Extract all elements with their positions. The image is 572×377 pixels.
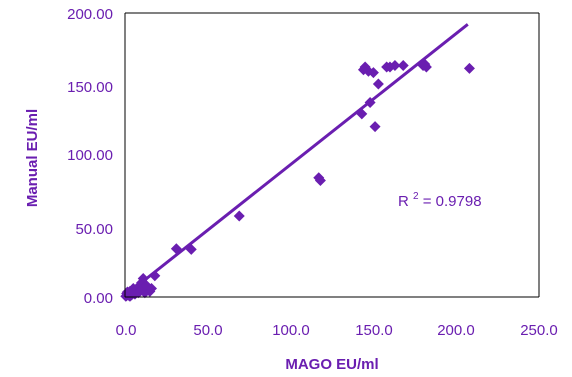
data-point <box>233 210 245 222</box>
r-squared-annotation: R 2 = 0.9798 <box>398 186 482 210</box>
x-tick-label: 200.0 <box>437 322 475 339</box>
x-tick-label: 100.0 <box>272 322 310 339</box>
r-superscript: 2 <box>413 191 419 202</box>
y-tick-label: 150.00 <box>67 79 113 96</box>
x-tick-label: 150.0 <box>355 322 393 339</box>
r-symbol: R <box>398 193 409 210</box>
y-tick-label: 200.00 <box>67 6 113 23</box>
x-tick-label: 250.0 <box>520 322 558 339</box>
x-tick-labels: 0.0 50.0 100.0 150.0 200.0 250.0 <box>116 322 558 339</box>
data-point <box>397 60 409 72</box>
data-point <box>367 67 379 79</box>
y-tick-label: 50.00 <box>75 221 113 238</box>
data-point <box>463 62 475 74</box>
x-tick-label: 0.0 <box>116 322 137 339</box>
data-point <box>372 78 384 90</box>
points-layer <box>120 58 475 302</box>
trendline <box>124 23 469 297</box>
data-point <box>420 61 432 73</box>
x-tick-label: 50.0 <box>193 322 222 339</box>
y-tick-label: 0.00 <box>84 290 113 307</box>
y-tick-label: 100.00 <box>67 147 113 164</box>
y-axis-title: Manual EU/ml <box>24 109 41 207</box>
x-axis-title: MAGO EU/ml <box>285 356 378 373</box>
data-point <box>369 121 381 133</box>
r-squared-value: = 0.9798 <box>423 193 482 210</box>
data-point <box>314 175 326 187</box>
data-point <box>389 60 401 72</box>
y-tick-labels: 0.00 50.00 100.00 150.00 200.00 <box>67 6 113 307</box>
data-point <box>145 282 157 294</box>
